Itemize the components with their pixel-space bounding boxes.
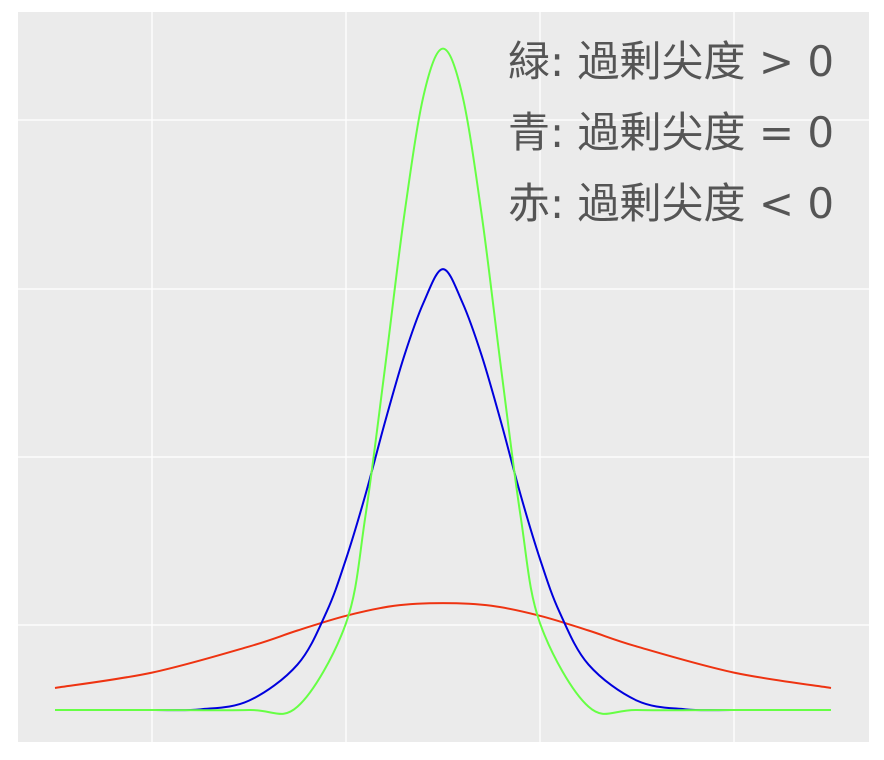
- series-blue-line: [54, 268, 832, 712]
- legend-line-green: 緑: 過剰尖度 > 0: [508, 37, 834, 86]
- grid: [18, 12, 869, 742]
- series-red-line: [54, 602, 832, 689]
- plot-background: [18, 12, 869, 742]
- legend-line-red: 赤: 過剰尖度 < 0: [508, 179, 834, 228]
- series-lines: [54, 47, 832, 715]
- legend: 緑: 過剰尖度 > 0 青: 過剰尖度 = 0 赤: 過剰尖度 < 0: [508, 37, 834, 228]
- legend-line-blue: 青: 過剰尖度 = 0: [508, 108, 834, 157]
- series-green-line: [55, 47, 831, 715]
